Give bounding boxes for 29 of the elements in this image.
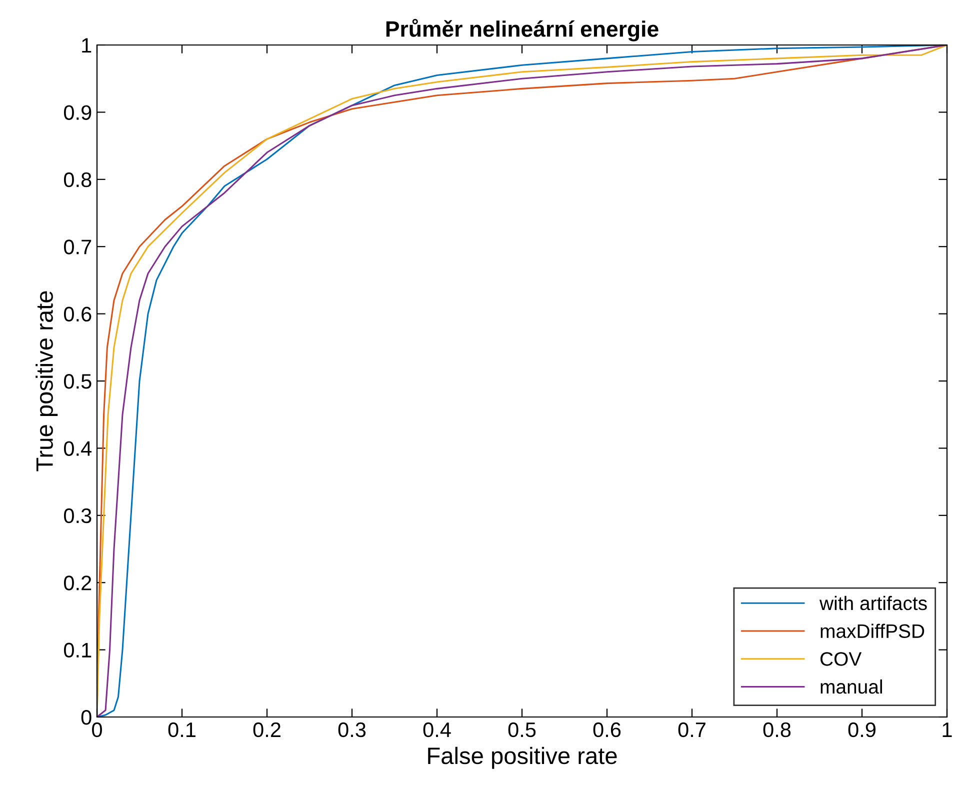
x-tick-label: 0.3 bbox=[338, 722, 366, 738]
x-tick-label: 1 bbox=[942, 722, 952, 737]
x-tick-label: 0.4 bbox=[423, 722, 451, 738]
y-tick-label: 1 bbox=[82, 38, 92, 53]
x-tick-label: 0.6 bbox=[593, 722, 621, 738]
y-tick-label: 0 bbox=[81, 710, 92, 725]
x-tick-label: 0.7 bbox=[678, 722, 706, 738]
y-tick-label: 0.8 bbox=[64, 172, 92, 188]
x-tick-label: 0 bbox=[92, 722, 102, 738]
y-axis-title: True positive rate bbox=[36, 291, 58, 472]
x-tick-label: 0.5 bbox=[508, 722, 536, 738]
y-tick-label: 0.2 bbox=[64, 576, 92, 590]
y-tick-label: 0.9 bbox=[64, 105, 92, 120]
x-tick-label: 0.9 bbox=[848, 722, 876, 738]
legend-label: COV bbox=[820, 652, 862, 666]
x-tick-label: 0.1 bbox=[168, 722, 196, 738]
legend-label: manual bbox=[820, 679, 882, 694]
y-tick-label: 0.4 bbox=[64, 441, 92, 456]
x-axis-title: False positive rate bbox=[428, 746, 617, 769]
chart-title: Průměr nelineární energie bbox=[386, 18, 658, 42]
legend-label: maxDiffPSD bbox=[820, 624, 924, 638]
y-tick-label: 0.5 bbox=[64, 374, 92, 389]
y-tick-label: 0.7 bbox=[64, 240, 92, 254]
legend-label: with artifacts bbox=[819, 596, 927, 610]
y-tick-label: 0.6 bbox=[64, 306, 92, 322]
x-tick-label: 0.2 bbox=[253, 722, 280, 738]
x-tick-label: 0.8 bbox=[763, 722, 791, 738]
y-tick-label: 0.3 bbox=[64, 508, 92, 524]
y-tick-label: 0.1 bbox=[64, 642, 92, 658]
